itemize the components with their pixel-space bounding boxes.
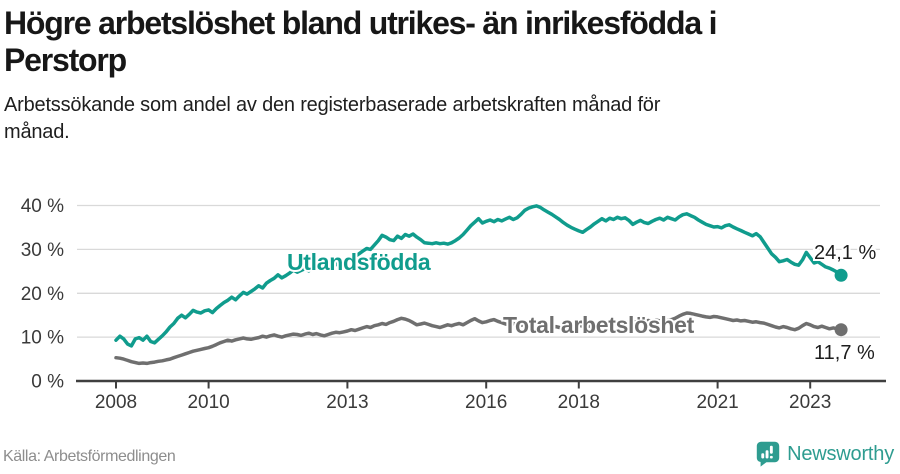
y-axis-label-10: 10 % bbox=[21, 328, 64, 349]
newsworthy-bubble-chart-icon bbox=[756, 441, 780, 467]
logo-exclamation-dot bbox=[769, 455, 773, 459]
y-axis-label-20: 20 % bbox=[21, 284, 64, 305]
line-chart: 0 % 10 % 20 % 30 % 40 % 2008 2010 2013 2016 2018… bbox=[21, 196, 886, 413]
page-title: Högre arbetslöshet bland utrikes- än inr… bbox=[4, 5, 896, 79]
x-axis-label-2013: 2013 bbox=[326, 392, 368, 413]
series-line-utlandsfodda bbox=[114, 204, 843, 348]
source-note: Källa: Arbetsförmedlingen bbox=[3, 448, 176, 465]
x-axis-label-2016: 2016 bbox=[465, 392, 507, 413]
newsworthy-logo[interactable]: Newsworthy bbox=[756, 440, 894, 468]
series-line-total bbox=[114, 311, 843, 366]
series-label-utlandsfodda: Utlandsfödda bbox=[287, 249, 431, 275]
chart-subtitle: Arbetssökande som andel av den registerb… bbox=[4, 92, 864, 146]
end-value-label-total: 11,7 % bbox=[814, 342, 875, 364]
page-title-line2: Perstorp bbox=[4, 42, 127, 78]
series-label-total: Total arbetslöshet bbox=[503, 312, 695, 338]
x-axis-label-2021: 2021 bbox=[696, 392, 738, 413]
newsworthy-wordmark: Newsworthy bbox=[787, 442, 894, 465]
chart-subtitle-line1: Arbetssökande som andel av den registerb… bbox=[4, 94, 661, 116]
x-axis-label-2018: 2018 bbox=[558, 392, 600, 413]
x-axis-ticks: 2008 2010 2013 2016 2018 2021 2023 bbox=[95, 381, 831, 413]
series-end-dot-total bbox=[834, 323, 848, 337]
logo-bar-1 bbox=[761, 453, 765, 459]
logo-bar-2 bbox=[765, 450, 769, 459]
series-lines bbox=[114, 204, 848, 366]
page-title-line1: Högre arbetslöshet bland utrikes- än inr… bbox=[4, 5, 718, 41]
y-axis-label-0: 0 % bbox=[31, 372, 64, 393]
x-axis-label-2008: 2008 bbox=[95, 392, 137, 413]
chart-subtitle-line2: månad. bbox=[4, 121, 70, 143]
x-axis-label-2010: 2010 bbox=[187, 392, 229, 413]
series-labels: Utlandsfödda 24,1 % Total arbetslöshet 11,7… bbox=[285, 240, 878, 366]
y-axis-label-30: 30 % bbox=[21, 240, 64, 261]
series-end-dot-utlandsfodda bbox=[834, 268, 848, 282]
end-value-label-utlandsfodda: 24,1 % bbox=[814, 242, 876, 264]
y-axis-label-40: 40 % bbox=[21, 196, 64, 217]
x-axis-label-2023: 2023 bbox=[789, 392, 831, 413]
gridlines: 0 % 10 % 20 % 30 % 40 % bbox=[21, 196, 880, 393]
logo-exclamation-bar bbox=[769, 445, 773, 454]
